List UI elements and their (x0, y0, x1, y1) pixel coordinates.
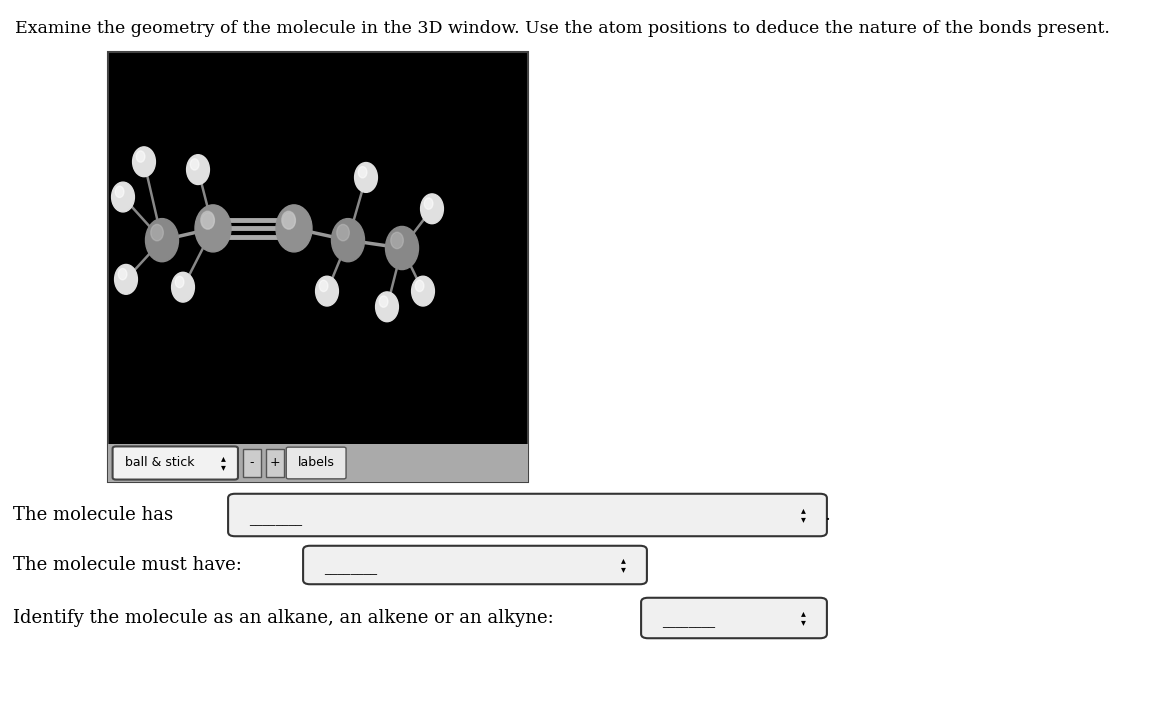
Circle shape (276, 205, 312, 252)
Text: ball & stick: ball & stick (125, 457, 194, 469)
Circle shape (380, 296, 388, 307)
Circle shape (359, 167, 367, 178)
Text: Identify the molecule as an alkane, an alkene or an alkyne:: Identify the molecule as an alkane, an a… (13, 609, 554, 627)
Text: ▴
▾: ▴ ▾ (621, 556, 627, 575)
Circle shape (118, 268, 126, 280)
Circle shape (315, 276, 338, 306)
Circle shape (201, 213, 214, 229)
Circle shape (197, 207, 230, 250)
Text: ▴
▾: ▴ ▾ (802, 609, 806, 628)
Circle shape (424, 198, 432, 209)
Circle shape (282, 211, 296, 229)
Circle shape (376, 292, 398, 322)
Text: ________: ________ (248, 513, 301, 525)
Text: -: - (250, 457, 254, 469)
Text: .: . (825, 506, 830, 524)
Circle shape (112, 182, 135, 212)
Circle shape (415, 280, 424, 292)
Circle shape (421, 194, 444, 224)
Text: ________: ________ (324, 562, 377, 575)
Circle shape (391, 232, 404, 249)
Circle shape (196, 205, 231, 252)
Circle shape (190, 159, 199, 170)
Circle shape (132, 147, 155, 176)
Circle shape (151, 225, 163, 241)
Circle shape (201, 211, 214, 229)
Circle shape (412, 276, 435, 306)
Circle shape (385, 227, 419, 270)
Circle shape (354, 162, 377, 192)
Text: labels: labels (298, 457, 335, 469)
Circle shape (136, 151, 145, 162)
Circle shape (115, 186, 124, 198)
Text: ▴
▾: ▴ ▾ (221, 453, 225, 472)
Circle shape (337, 225, 350, 241)
Circle shape (331, 219, 365, 262)
Text: Examine the geometry of the molecule in the 3D window. Use the atom positions to: Examine the geometry of the molecule in … (15, 20, 1110, 37)
Circle shape (175, 276, 184, 287)
Circle shape (277, 207, 310, 250)
Circle shape (171, 273, 194, 302)
Text: ▴
▾: ▴ ▾ (802, 505, 806, 525)
Text: The molecule must have:: The molecule must have: (13, 556, 241, 574)
Circle shape (146, 219, 178, 262)
Text: +: + (269, 457, 281, 469)
Circle shape (320, 280, 328, 292)
Circle shape (186, 155, 209, 184)
Text: The molecule has: The molecule has (13, 506, 174, 524)
Circle shape (115, 265, 137, 294)
Circle shape (283, 213, 296, 229)
Text: ________: ________ (661, 616, 715, 628)
